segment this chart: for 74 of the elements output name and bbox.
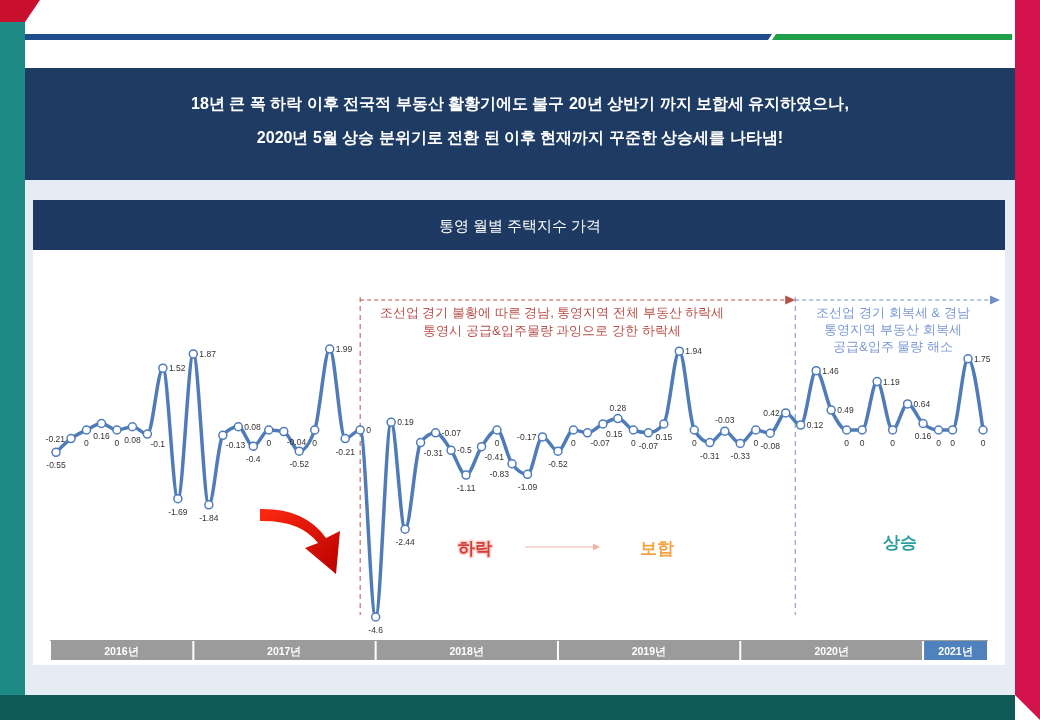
- x-tick-label: 2020년: [814, 645, 849, 657]
- data-label: -1.84: [199, 512, 219, 523]
- annotation: 하락: [458, 539, 492, 558]
- data-label: 0: [753, 438, 759, 448]
- data-label: 0: [859, 438, 865, 448]
- data-label: 0.19: [397, 417, 414, 428]
- data-label: 0: [571, 438, 577, 448]
- data-label: -4.6: [368, 625, 384, 635]
- data-label: 0: [366, 425, 372, 435]
- data-label: 0: [494, 438, 500, 448]
- data-label: -0.13: [225, 440, 246, 451]
- annotation: 보합: [640, 539, 674, 558]
- data-label: 0: [631, 438, 637, 448]
- data-label: -1.69: [168, 506, 188, 517]
- data-label: -0.31: [700, 450, 720, 461]
- data-label: 0.28: [609, 402, 627, 413]
- data-label: 0: [691, 438, 697, 448]
- data-label: -1.11: [456, 483, 476, 494]
- data-label: -0.4: [245, 454, 261, 465]
- data-label: 1.46: [822, 365, 839, 376]
- data-label: 0.15: [605, 428, 623, 439]
- chart-title: 통영 월별 주택지수 가격: [438, 217, 602, 234]
- data-label: -0.52: [289, 459, 310, 470]
- data-label: 0.16: [93, 431, 110, 442]
- data-label: 0: [936, 438, 942, 448]
- data-label: -1.09: [517, 482, 538, 493]
- data-label: -0.41: [484, 451, 505, 462]
- text: 조선업 경기 불황에 따른 경남, 통영지역 전체 부동산 하락세 통영시 공급&입주물량 과잉으로 강한 하락세: [379, 305, 725, 338]
- data-label: 0: [84, 438, 90, 448]
- data-label: 0: [266, 438, 272, 448]
- data-label: 1.99: [335, 344, 353, 355]
- data-label: 0.08: [244, 421, 262, 432]
- data-label: 0: [844, 438, 850, 448]
- data-label: 1.52: [168, 363, 186, 374]
- data-label: -0.1: [150, 439, 166, 450]
- data-label: -0.83: [489, 468, 510, 479]
- annotation: 조선업 경기 회복세 & 경남 통영지역 부동산 회복세 공급&입주 물량 해소: [816, 305, 970, 354]
- chart-subtitle: 18년 큰 폭 하락 이후 전국적 부동산 활황기에도 불구 20년 상반기 까지 보합세 유지하였으나, 2020년 5월 상승 분위기로 전환 된 이후 현재까지 꾸준한 상승세를 나타냄!: [191, 95, 849, 146]
- x-tick-label: 2016년: [104, 645, 139, 657]
- data-label: 0: [312, 438, 318, 448]
- x-tick-label: 2017년: [267, 645, 302, 657]
- data-label: -0.33: [730, 451, 751, 462]
- data-label: -0.07: [638, 440, 659, 451]
- data-label: -2.44: [395, 537, 416, 548]
- data-label: 0.08: [124, 434, 141, 445]
- data-label: -0.07: [590, 437, 611, 448]
- data-label: 1.19: [883, 376, 900, 387]
- data-label: -0.55: [46, 460, 66, 471]
- data-label: -0.5: [457, 445, 472, 456]
- data-label: 1.94: [685, 346, 703, 357]
- data-label: 0.49: [837, 405, 854, 416]
- data-label: 0: [980, 438, 986, 448]
- data-label: -0.21: [335, 446, 356, 457]
- data-label: 0.12: [806, 420, 824, 431]
- data-label: 0: [890, 438, 896, 448]
- data-label: 1.75: [974, 353, 991, 364]
- data-label: 0.16: [914, 431, 932, 442]
- data-label: 1.87: [199, 348, 217, 359]
- data-label: -0.52: [548, 459, 568, 470]
- data-label: 0.64: [913, 398, 931, 409]
- x-tick-label: 2019년: [631, 645, 667, 657]
- data-label: 0.15: [655, 431, 673, 442]
- x-tick-label: 2018년: [449, 645, 484, 657]
- data-label: 0.42: [763, 407, 780, 418]
- data-label: 0: [950, 438, 956, 448]
- annotation: 상승: [883, 533, 917, 552]
- data-label: -0.17: [517, 431, 537, 442]
- data-label: 0: [114, 438, 120, 448]
- data-label: -0.03: [715, 415, 735, 426]
- data-label: -0.07: [441, 427, 462, 438]
- data-label: -0.21: [45, 433, 66, 444]
- data-label: -0.08: [760, 441, 781, 452]
- data-label: -0.31: [423, 447, 444, 458]
- x-tick-label: 2021년: [938, 645, 973, 657]
